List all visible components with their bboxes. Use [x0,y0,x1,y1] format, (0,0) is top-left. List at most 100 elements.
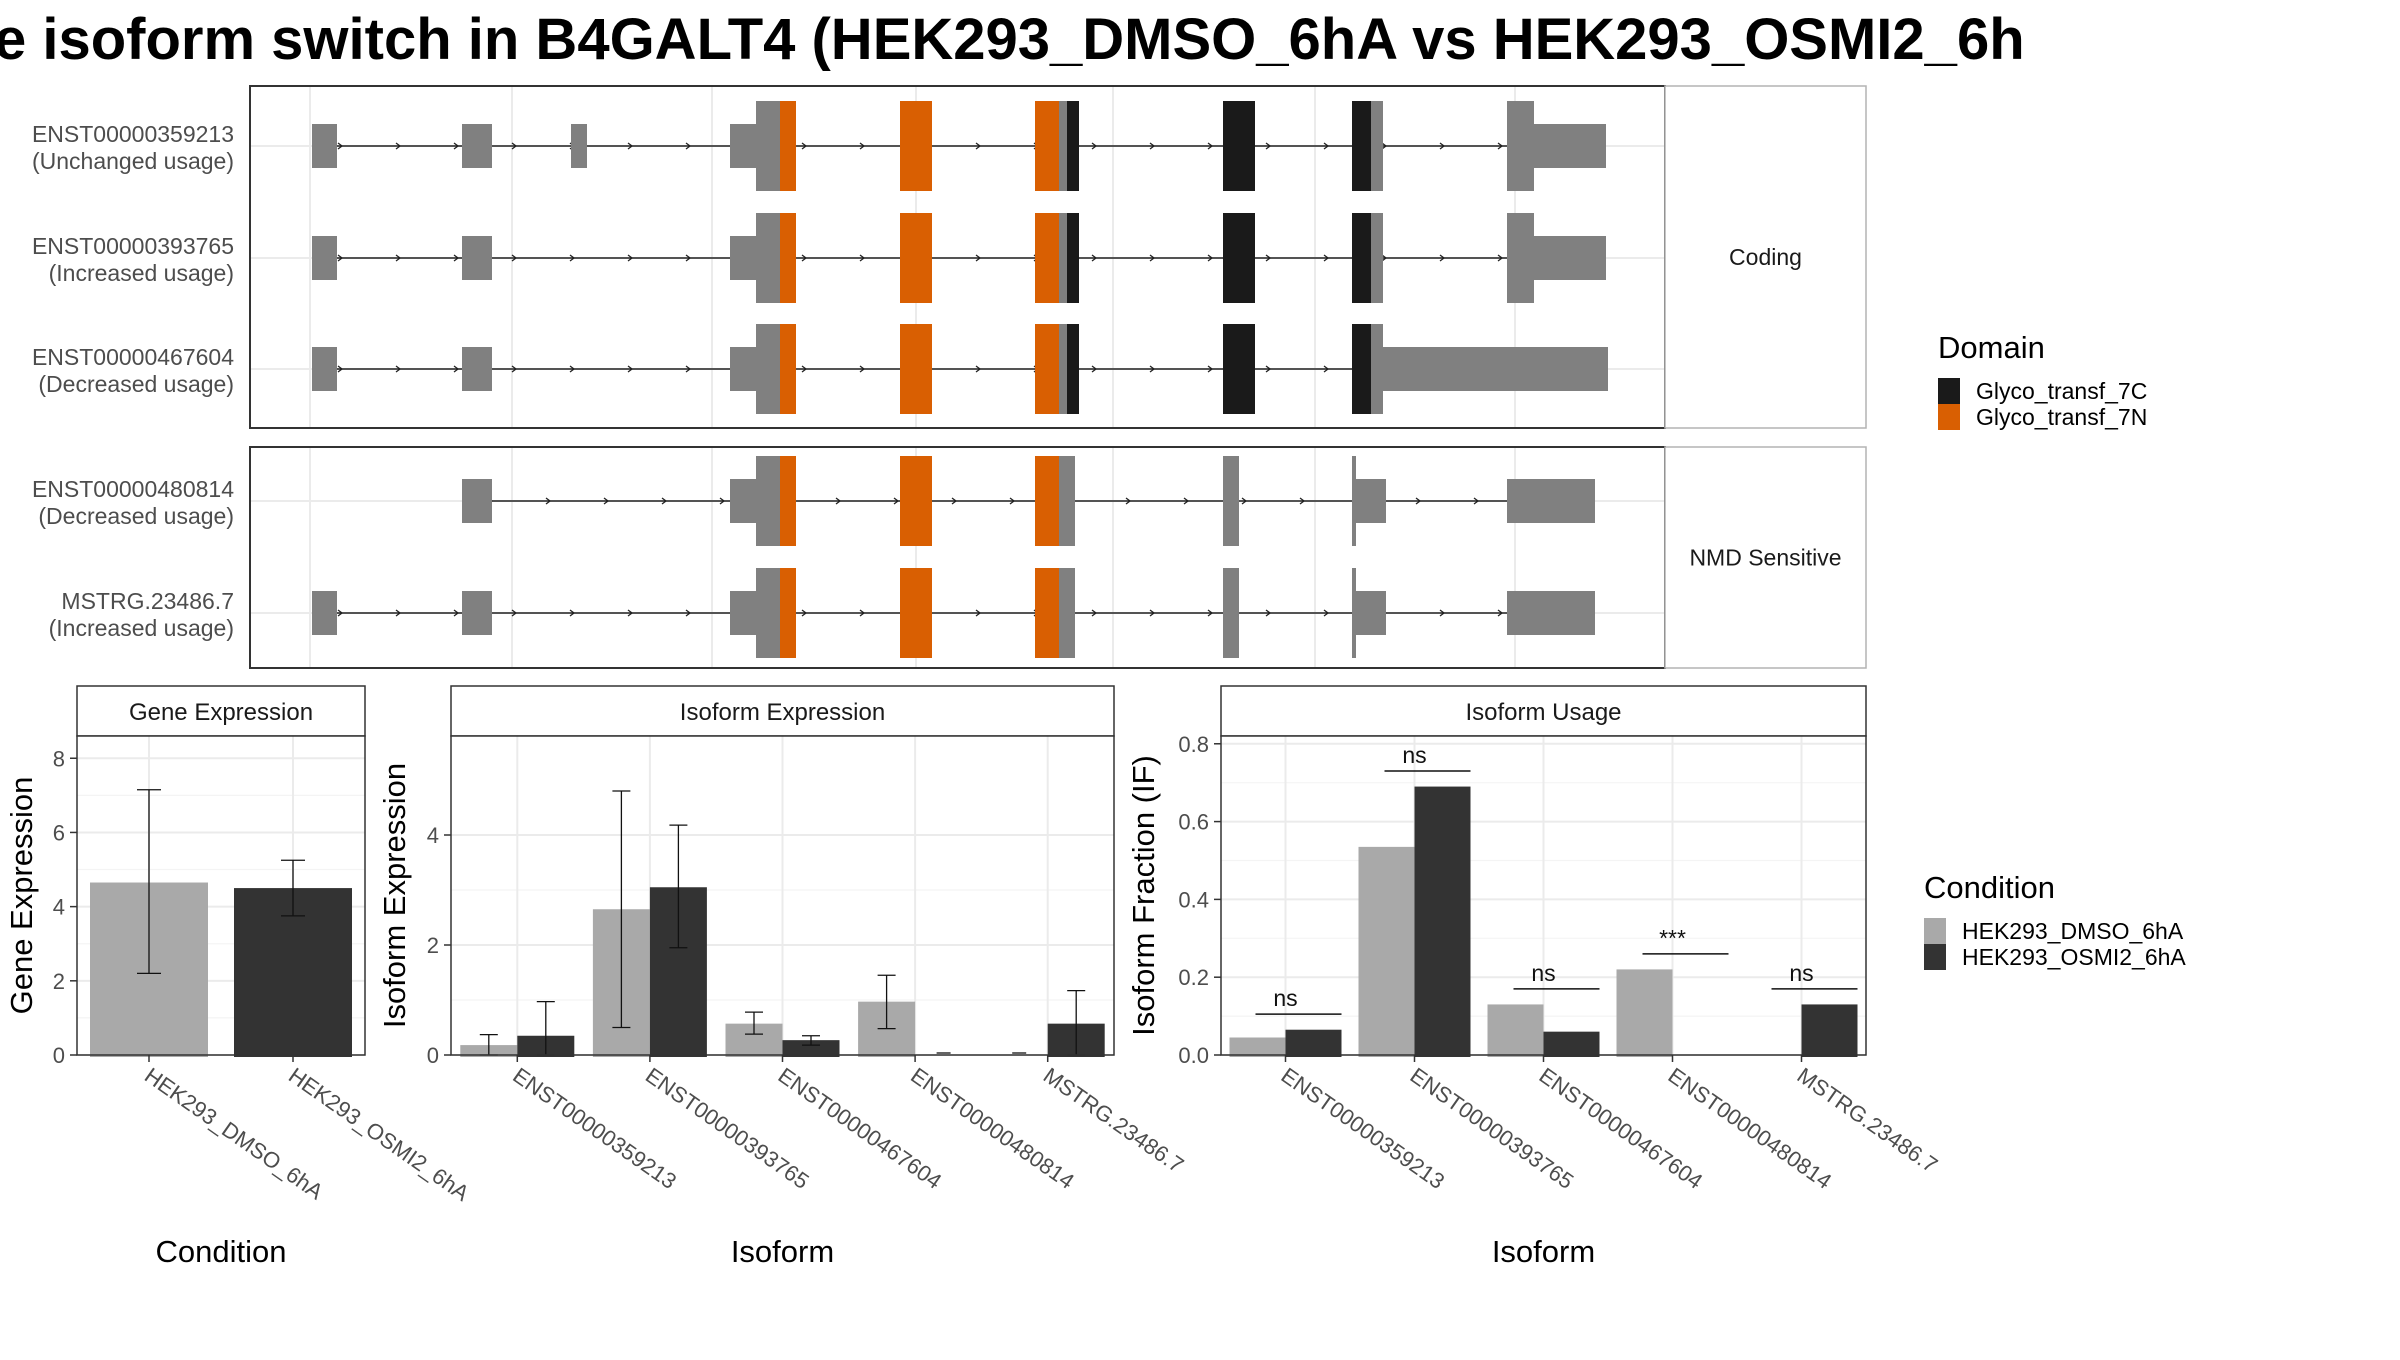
exon [312,591,337,635]
chart-title: Gene Expression [129,699,313,726]
glyco-transf-7n-domain [1035,456,1059,546]
exon [312,347,337,391]
intron-arrow [395,254,402,262]
intron-arrow [627,609,634,617]
exon [1534,124,1606,168]
y-tick-label: 0 [427,1043,439,1068]
transcript-track [312,568,1595,658]
transcript-track [312,101,1606,191]
bar [1358,846,1415,1057]
domain-legend-key [1938,404,1960,430]
intron-arrow [1323,254,1330,262]
intron-arrow [511,142,518,150]
intron-arrow [337,254,344,262]
chart-title-strip [1220,685,1867,737]
intron-arrow [859,609,866,617]
intron-arrow [975,609,982,617]
glyco-transf-7c-domain [1352,101,1371,191]
exon [1371,324,1383,414]
intron-arrow [835,497,842,505]
glyco-transf-7c-domain [1223,101,1255,191]
structure-strip [1664,446,1867,669]
glyco-transf-7c-domain [1352,324,1371,414]
intron-arrow [603,497,610,505]
glyco-transf-7n-domain [900,568,932,658]
exon [1059,213,1067,303]
chart-title-strip [76,685,366,737]
significance-label: *** [1659,925,1686,951]
exon [1371,213,1383,303]
intron-arrow [1439,142,1446,150]
intron-arrow [569,254,576,262]
glyco-transf-7c-domain [1067,324,1079,414]
bar [1414,786,1471,1057]
domain-legend: Domain Glyco_transf_7C Glyco_transf_7N [1938,330,2147,430]
transcript-id-label: ENST00000359213 [32,121,234,147]
intron-arrow [337,365,344,373]
transcript-usage-label: (Decreased usage) [38,371,234,397]
intron-arrow [661,497,668,505]
exon [1356,591,1386,635]
intron-arrow [685,609,692,617]
y-axis-label: Isoform Expression [377,763,412,1028]
intron-arrow [1473,497,1480,505]
intron-arrow [801,254,808,262]
intron-arrow [1265,142,1272,150]
intron-arrow [1091,142,1098,150]
intron-arrow [1265,609,1272,617]
intron-arrow [1497,142,1504,150]
intron-arrow [1265,254,1272,262]
plot-border [76,735,366,1056]
error-bar [877,974,896,1030]
transcript-track [312,213,1606,303]
intron-arrow [1323,609,1330,617]
intron-arrow [569,365,576,373]
intron-arrow [453,254,460,262]
glyco-transf-7n-domain [780,456,796,546]
transcript-usage-label: (Increased usage) [49,260,234,286]
intron-arrow [511,254,518,262]
y-tick-label: 4 [53,895,65,920]
y-tick-label: 2 [53,969,65,994]
y-tick-label: 0.6 [1178,810,1209,835]
intron-arrow [453,609,460,617]
y-tick-label: 0.8 [1178,732,1209,757]
intron-arrow [453,365,460,373]
significance-label: ns [1273,985,1297,1011]
exon [756,324,780,414]
intron-arrow [1149,365,1156,373]
intron-arrow [801,365,808,373]
intron-arrow [1299,497,1306,505]
exon [756,568,780,658]
intron-arrow [975,254,982,262]
x-axis-label: Isoform [731,1234,834,1269]
intron-arrow [337,142,344,150]
intron-arrow [893,497,900,505]
panel-strip-label: NMD Sensitive [1689,545,1841,571]
transcript-usage-label: (Unchanged usage) [32,148,234,174]
exon [1059,101,1067,191]
exon [1383,347,1608,391]
intron-arrow [627,142,634,150]
glyco-transf-7n-domain [1035,324,1059,414]
y-axis-label: Gene Expression [4,777,39,1015]
intron-arrow [975,142,982,150]
intron-arrow [511,609,518,617]
exon [1356,479,1386,523]
transcript-structure-plot: ENST00000359213(Unchanged usage) ENST0000… [32,85,1867,669]
intron-arrow [1207,365,1214,373]
chart-title: Isoform Expression [680,699,885,726]
exon [1223,568,1239,658]
chart-title-strip [450,685,1115,737]
exon [462,347,492,391]
exon [312,236,337,280]
intron-arrow [395,609,402,617]
bar [782,1040,840,1057]
y-tick-label: 0.4 [1178,887,1209,912]
intron-arrow [1183,497,1190,505]
exon [1352,568,1356,658]
domain-legend-title: Domain [1938,330,2045,365]
intron-arrow [1149,254,1156,262]
transcript-id-label: ENST00000393765 [32,233,234,259]
error-bar [802,1035,820,1046]
